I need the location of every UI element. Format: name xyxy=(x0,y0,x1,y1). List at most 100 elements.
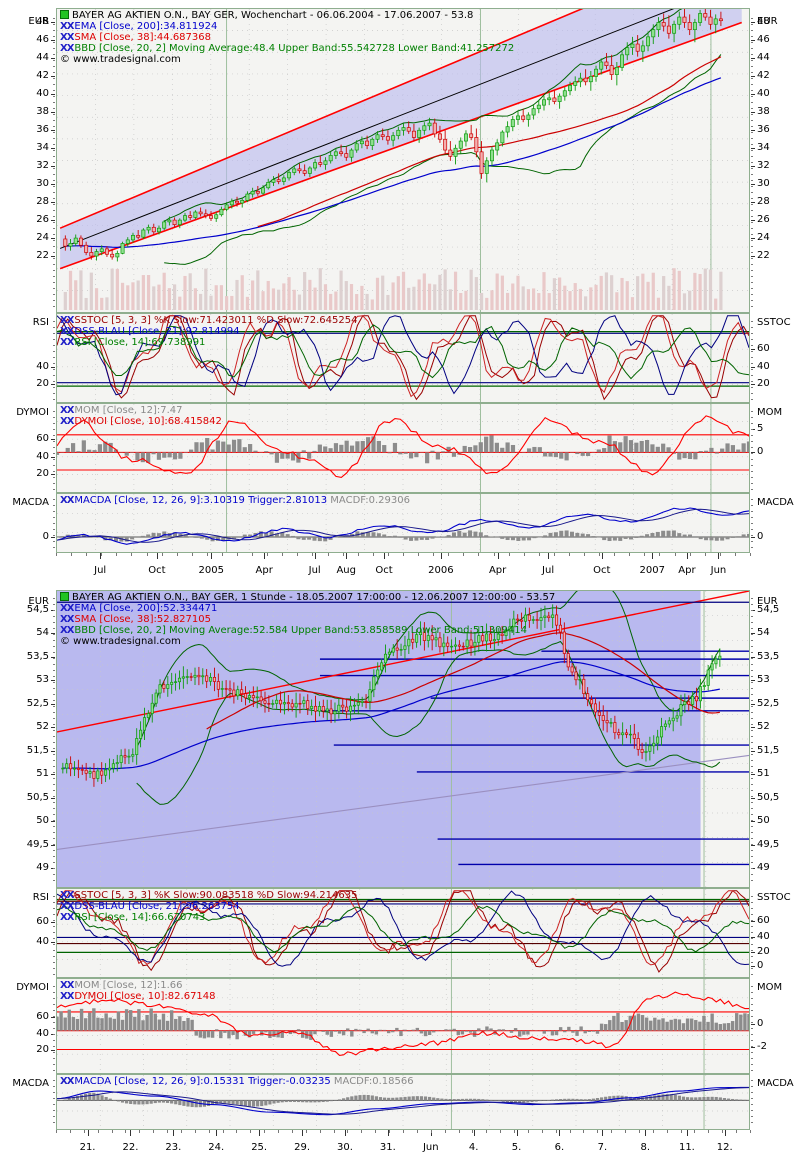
axis-minor-tick xyxy=(53,962,55,963)
axis-tick-label: 49 xyxy=(36,862,49,874)
axis-unit-right: MACDA xyxy=(757,1078,794,1089)
axis-tick-label: 46 xyxy=(36,34,49,46)
hourly-mom-plot-area[interactable]: XXMOM [Close, 12]:1.66 XXDYMOI [Close, 1… xyxy=(56,978,750,1074)
hourly-mom-pane[interactable]: DYMOI 60 40 20 MOM 0 -2 XXMOM [Close, 12]:1… xyxy=(0,978,806,1074)
axis-minor-tick xyxy=(751,1086,753,1087)
axis-minor-tick xyxy=(751,880,753,881)
axis-minor-tick xyxy=(53,471,55,472)
x-axis-minor-tick xyxy=(116,553,118,556)
axis-minor-tick xyxy=(53,986,55,987)
axis-minor-tick xyxy=(53,754,55,755)
hourly-price-pane[interactable]: EUR 54,5 54 53,5 53 52,5 52 51,5 51 50,5 50 49,5 49… xyxy=(0,590,806,888)
axis-minor-tick xyxy=(53,210,55,211)
hourly-rsi-pane[interactable]: RSI 60 40 SSTOC 60 40 20 0 XXSSTOC [5, 3, 3]… xyxy=(0,888,806,978)
axis-minor-tick xyxy=(53,820,55,821)
axis-minor-tick xyxy=(53,646,55,647)
axis-tick-label: 0 xyxy=(757,445,764,457)
weekly-price-pane[interactable]: EUR 22 24 26 28 30 32 34 36 38 40 42 44 46 48 EUR 22 2… xyxy=(0,8,806,313)
axis-minor-tick xyxy=(53,411,55,412)
axis-tick-label: 54,5 xyxy=(757,603,780,615)
axis-minor-tick xyxy=(53,1046,55,1047)
x-axis-tick-label: 2007 xyxy=(639,565,665,576)
axis-minor-tick xyxy=(53,339,55,340)
hourly-chart[interactable]: EUR 54,5 54 53,5 53 52,5 52 51,5 51 50,5 50 49,5 49… xyxy=(0,584,806,1164)
axis-minor-tick xyxy=(751,541,753,542)
axis-minor-tick xyxy=(53,168,55,169)
x-axis-tick-label: 12. xyxy=(716,1142,733,1153)
hourly-price-plot-area[interactable]: BAYER AG AKTIEN O.N., BAY GER, 1 Stunde … xyxy=(56,590,750,888)
axis-minor-tick xyxy=(53,126,55,127)
weekly-macd-pane[interactable]: MACDA 0 MACDA 0 XXMACDA [Close, 12, 26, … xyxy=(0,493,806,553)
x-axis-tick-label: 22. xyxy=(122,1142,139,1153)
axis-minor-tick xyxy=(751,150,753,151)
axis-minor-tick xyxy=(53,950,55,951)
axis-tick xyxy=(751,58,755,60)
axis-minor-tick xyxy=(53,1010,55,1011)
x-axis-minor-tick xyxy=(180,1130,182,1133)
x-axis-tick-label: Jun xyxy=(710,565,727,576)
hourly-macd-right-axis: MACDA xyxy=(750,1074,806,1130)
axis-tick xyxy=(751,256,755,258)
x-axis-tick-label: Apr xyxy=(678,565,696,576)
axis-minor-tick xyxy=(53,222,55,223)
axis-minor-tick xyxy=(53,862,55,863)
axis-minor-tick xyxy=(53,489,55,490)
hourly-rsi-plot-area[interactable]: XXSSTOC [5, 3, 3] %K Slow:90.083518 %D S… xyxy=(56,888,750,978)
axis-minor-tick xyxy=(53,523,55,524)
weekly-macd-plot-area[interactable]: XXMACDA [Close, 12, 26, 9]:3.10319 Trigg… xyxy=(56,493,750,553)
x-axis-minor-tick xyxy=(153,1130,155,1133)
axis-minor-tick xyxy=(751,228,753,229)
x-axis-minor-tick xyxy=(472,1130,474,1133)
axis-minor-tick xyxy=(53,306,55,307)
x-axis-minor-tick xyxy=(327,553,329,556)
weekly-mom-pane[interactable]: DYMOI 60 40 20 MOM 5 0 XXMOM [Close, 12]:7.… xyxy=(0,403,806,493)
hourly-macd-plot-area[interactable]: XXMACDA [Close, 12, 26, 9]:0.15331 Trigg… xyxy=(56,1074,750,1130)
axis-minor-tick xyxy=(53,808,55,809)
axis-minor-tick xyxy=(53,1080,55,1081)
weekly-price-right-axis: EUR 22 24 26 28 30 32 34 36 38 40 42 44 46 48 xyxy=(750,8,806,313)
axis-minor-tick xyxy=(751,1016,753,1017)
weekly-mom-canvas xyxy=(57,404,749,492)
weekly-rsi-plot-area[interactable]: XXSSTOC [5, 3, 3] %K Slow:71.423011 %D S… xyxy=(56,313,750,403)
axis-minor-tick xyxy=(53,144,55,145)
hourly-macd-pane[interactable]: MACDA MACDA XXMACDA [Close, 12, 26, 9]:0… xyxy=(0,1074,806,1130)
x-axis-tick-label: Jul xyxy=(542,565,555,576)
axis-minor-tick xyxy=(53,676,55,677)
x-axis-tick-label: 8. xyxy=(640,1142,651,1153)
axis-minor-tick xyxy=(53,150,55,151)
x-axis-tick xyxy=(559,1130,561,1136)
axis-minor-tick xyxy=(53,880,55,881)
weekly-mom-plot-area[interactable]: XXMOM [Close, 12]:7.47 XXDYMOI [Close, 1… xyxy=(56,403,750,493)
axis-minor-tick xyxy=(53,204,55,205)
axis-minor-tick xyxy=(53,1022,55,1023)
x-axis-minor-tick xyxy=(208,1130,210,1133)
weekly-chart[interactable]: EUR 22 24 26 28 30 32 34 36 38 40 42 44 46 48 EUR 22 2… xyxy=(0,0,806,580)
axis-minor-tick xyxy=(751,252,753,253)
axis-minor-tick xyxy=(53,453,55,454)
weekly-rsi-pane[interactable]: RSI 40 20 SSTOC 60 40 20 XXSSTOC [5, 3, 3] … xyxy=(0,313,806,403)
axis-minor-tick xyxy=(53,288,55,289)
axis-minor-tick xyxy=(751,908,753,909)
axis-tick-label: 44 xyxy=(36,52,49,64)
axis-minor-tick xyxy=(53,1028,55,1029)
axis-minor-tick xyxy=(751,968,753,969)
x-axis-tick-label: 4. xyxy=(468,1142,479,1153)
axis-tick-label: 50 xyxy=(757,815,770,827)
weekly-price-plot-area[interactable]: BAYER AG AKTIEN O.N., BAY GER, Wochencha… xyxy=(56,8,750,313)
axis-minor-tick xyxy=(53,664,55,665)
axis-minor-tick xyxy=(751,796,753,797)
axis-minor-tick xyxy=(53,132,55,133)
axis-minor-tick xyxy=(751,820,753,821)
axis-minor-tick xyxy=(53,814,55,815)
axis-tick-label: 30 xyxy=(757,178,770,190)
x-axis-minor-tick xyxy=(250,1130,252,1133)
x-axis-minor-tick xyxy=(282,553,284,556)
axis-tick-label: 51 xyxy=(36,768,49,780)
axis-minor-tick xyxy=(53,423,55,424)
axis-tick-label: 48 xyxy=(36,16,49,28)
axis-tick xyxy=(51,202,55,204)
x-axis-minor-tick xyxy=(69,1130,71,1133)
axis-tick xyxy=(51,922,55,924)
axis-tick-label: 51,5 xyxy=(757,744,780,756)
axis-minor-tick xyxy=(53,156,55,157)
